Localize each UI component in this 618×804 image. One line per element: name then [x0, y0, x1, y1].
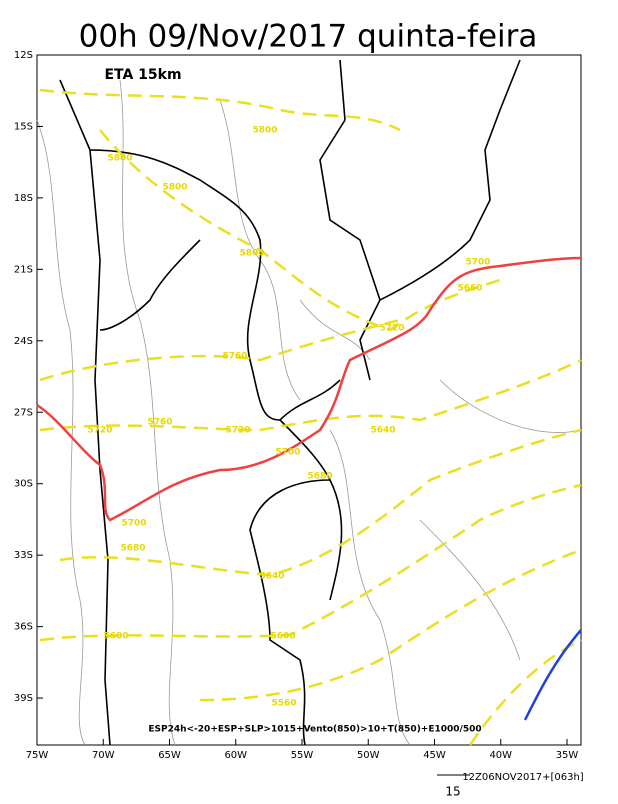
map-title: 00h 09/Nov/2017 quinta-feira: [79, 19, 538, 55]
vector-scale: 15: [445, 785, 460, 799]
contour-label: 5680: [120, 544, 145, 554]
lon-label: 70W: [92, 750, 115, 761]
lon-label: 35W: [556, 750, 579, 761]
contour-label: 5640: [259, 572, 284, 582]
contour-label: 5700: [465, 258, 490, 268]
lat-label: 36S: [14, 622, 33, 633]
contour-label: 5560: [271, 699, 296, 709]
lon-label: 55W: [291, 750, 314, 761]
contour-label: 5680: [307, 472, 332, 482]
lon-label: 45W: [423, 750, 446, 761]
caption: ESP24h<-20+ESP+SLP>1015+Vento(850)>10+T(…: [148, 725, 481, 735]
lon-label: 60W: [224, 750, 247, 761]
map-frame: [36, 54, 582, 746]
lon-label: 65W: [158, 750, 181, 761]
lat-label: 39S: [14, 693, 33, 704]
contour-label: 5600: [270, 632, 295, 642]
lat-label: 21S: [14, 264, 33, 275]
lat-label: 33S: [14, 550, 33, 561]
contour-label: 5800: [107, 154, 132, 164]
lat-label: 12S: [14, 50, 33, 61]
contour-label: 5600: [103, 632, 128, 642]
contour-label: 5700: [121, 519, 146, 529]
contour-blue: [523, 629, 582, 721]
lat-label: 30S: [14, 479, 33, 490]
lon-label: 75W: [26, 750, 49, 761]
lat-label: 18S: [14, 193, 33, 204]
contour-label: 5720: [379, 324, 404, 334]
model-label: ETA 15km: [104, 67, 181, 83]
contour-label: 5720: [225, 426, 250, 436]
lat-label: 27S: [14, 407, 33, 418]
contour-5700: [36, 256, 582, 522]
contour-label: 5800: [162, 183, 187, 193]
lon-label: 50W: [357, 750, 380, 761]
contour-label: 5640: [370, 426, 395, 436]
contour-label: 5700: [275, 448, 300, 458]
lat-label: 15S: [14, 121, 33, 132]
lat-label: 24S: [14, 336, 33, 347]
contour-label: 5760: [147, 418, 172, 428]
contour-label: 5800: [239, 249, 264, 259]
lon-label: 40W: [489, 750, 512, 761]
footer-run: 12Z06NOV2017+[063h]: [462, 772, 583, 783]
contour-label: 5800: [252, 126, 277, 136]
contour-label: 5760: [222, 352, 247, 362]
contour-label: 5660: [457, 284, 482, 294]
contour-label: 5720: [87, 426, 112, 436]
